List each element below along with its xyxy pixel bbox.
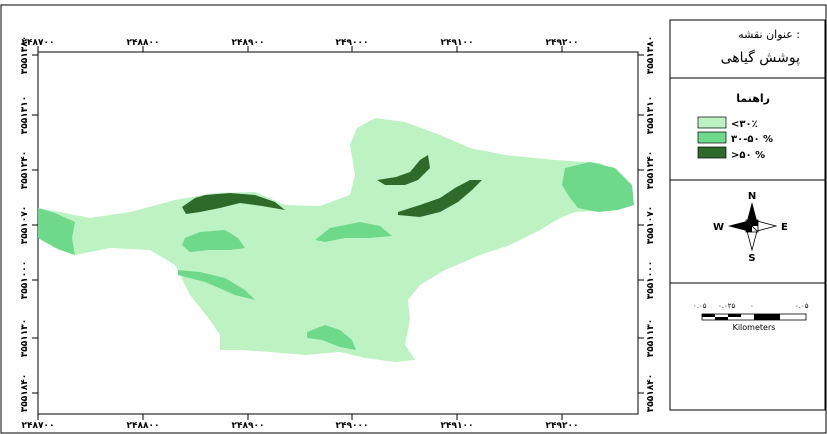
legend-swatch-low [697,116,727,129]
y-coordinate-label: ۳۵۵۱۲۴۰ [646,151,656,189]
y-coordinate-label: ۳۵۵۱۱۳۰ [646,319,656,357]
x-coordinate-label: ۲۴۹۲۰۰ [546,38,579,48]
legend-heading: راهنما [736,92,770,105]
vegetation-layer [38,118,634,362]
y-coordinate-label: ۳۵۵۱۰۰۰ [646,261,656,299]
x-coordinate-label: ۲۴۹۱۰۰ [441,421,474,431]
legend-label-low: <۳۰٪ [731,119,758,130]
y-coordinate-label: ۳۵۵۱۰۷۰ [646,206,656,244]
map-title: پوشش گیاهی [721,49,800,66]
x-coordinate-label: ۲۴۸۷۰۰ [22,421,55,431]
y-coordinate-label: ۳۵۵۱۰۷۰ [20,206,30,244]
vegetation-high-patch [377,155,430,185]
compass-s: S [748,253,755,264]
scale-label: ۰ [750,302,754,310]
compass-n: N [748,191,756,202]
x-coordinate-label: ۲۴۸۸۰۰ [127,38,160,48]
scale-bar: ۰.۰۵ ۰.۰۲۵ ۰ ۰.۰۵ Kilometers [693,302,809,332]
north-arrow-icon: N S E W [713,191,788,264]
y-coordinate-label: ۳۵۵۱۳۱۰ [20,96,30,134]
x-coordinate-label: ۲۴۸۸۰۰ [127,421,160,431]
y-coordinate-label: ۳۵۵۱۰۰۰ [20,261,30,299]
compass-e: E [781,222,788,233]
grid-ticks [32,46,644,420]
y-coordinate-label: ۳۵۵۱۱۳۰ [20,319,30,357]
legend-label-mid: ۳۰-۵۰ % [731,134,773,145]
map-title-label: عنوان نقشه : [738,28,800,41]
x-coordinate-label: ۲۴۹۰۰۰ [336,38,369,48]
coordinate-labels: ۲۴۸۷۰۰ ۲۴۸۷۰۰ ۲۴۸۸۰۰ ۲۴۸۸۰۰ ۲۴۸۹۰۰ ۲۴۸۹۰۰ ۲۴۹۰… [20,36,656,431]
x-coordinate-label: ۲۴۸۷۰۰ [22,38,55,48]
vegetation-high-patch [398,180,482,217]
legend: <۳۰٪ ۳۰-۵۰ % >۵۰ % [697,116,773,161]
compass-w: W [713,222,724,233]
vegetation-mid-patch [315,222,392,242]
vegetation-mid-patch [38,208,75,255]
legend-label-high: >۵۰ % [731,150,765,161]
legend-swatch-mid [697,131,727,144]
side-panel: عنوان نقشه : پوشش گیاهی راهنما <۳۰٪ ۳۰-۵… [669,19,826,411]
scale-label: ۰.۰۲۵ [718,302,736,310]
vegetation-mid-patch [562,162,634,212]
x-coordinate-label: ۲۴۸۹۰۰ [232,421,265,431]
legend-swatch-high [697,146,727,159]
x-coordinate-label: ۲۴۹۱۰۰ [441,38,474,48]
vegetation-mid-patch [178,270,255,300]
outer-frame [0,4,827,434]
y-coordinate-label: ۳۵۵۱۸۴۰ [20,374,30,412]
x-coordinate-label: ۲۴۸۹۰۰ [232,38,265,48]
y-coordinate-label: ۳۵۵۱۸۴۰ [646,374,656,412]
y-coordinate-label: ۳۵۵۱۳۸۰ [646,36,656,74]
scale-unit: Kilometers [733,323,776,332]
vegetation-mid-patch [182,230,245,252]
x-coordinate-label: ۲۴۹۲۰۰ [546,421,579,431]
y-coordinate-label: ۳۵۵۱۲۴۰ [20,151,30,189]
y-coordinate-label: ۳۵۵۱۳۱۰ [646,96,656,134]
y-coordinate-label: ۳۵۵۱۳۸۰ [20,36,30,74]
scale-label: ۰.۰۵ [693,302,707,310]
scale-label: ۰.۰۵ [795,302,809,310]
x-coordinate-label: ۲۴۹۰۰۰ [336,421,369,431]
vegetation-mid-patch [307,325,356,350]
vegetation-high-patch [182,193,285,214]
